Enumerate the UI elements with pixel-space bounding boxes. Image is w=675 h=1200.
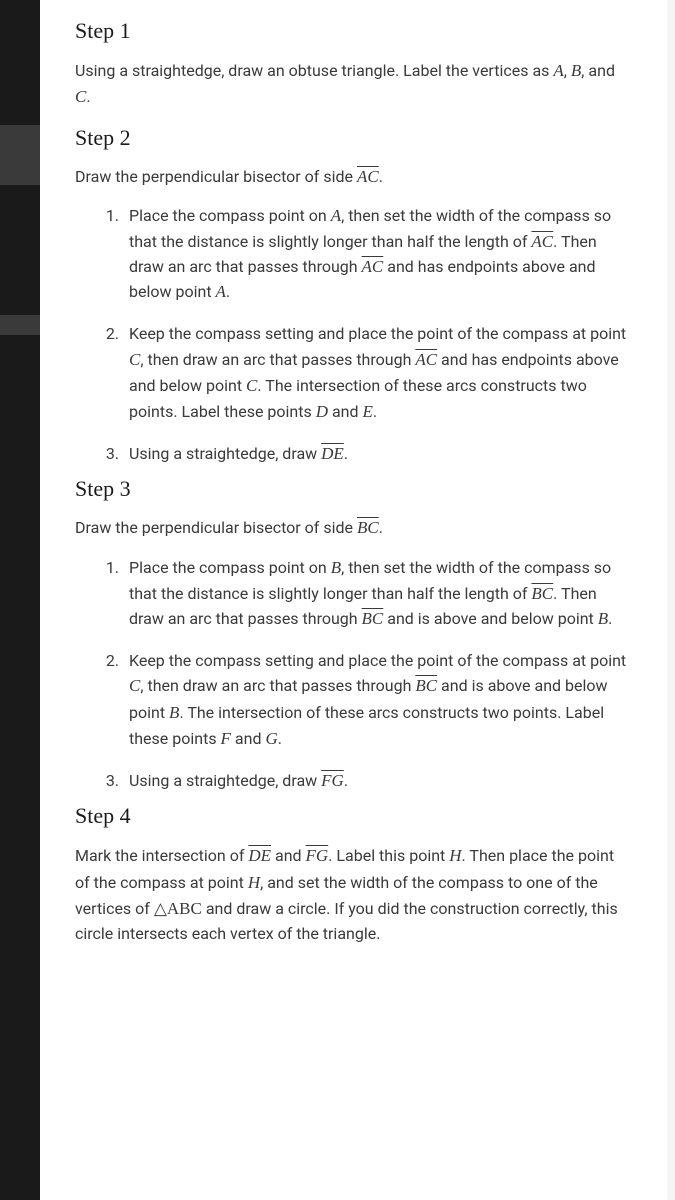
segment-fg: FG <box>306 845 329 864</box>
text: Draw the perpendicular bisector of side <box>75 167 357 186</box>
text: . <box>344 771 348 790</box>
text: . <box>278 729 282 748</box>
text: . <box>379 167 383 186</box>
sidebar <box>0 0 40 1200</box>
step1-body: Using a straightedge, draw an obtuse tri… <box>75 58 632 111</box>
segment-ac: AC <box>531 231 553 250</box>
segment-ac: AC <box>415 349 437 368</box>
var-h: H <box>449 846 461 865</box>
text: Keep the compass setting and place the p… <box>129 651 626 670</box>
text: and is above and below point <box>383 609 597 628</box>
text: , then draw an arc that passes through <box>140 676 415 695</box>
text: Draw the perpendicular bisector of side <box>75 518 357 537</box>
var-g: G <box>265 729 277 748</box>
var-c: C <box>246 376 257 395</box>
step1-heading: Step 1 <box>75 18 632 44</box>
list-item: Keep the compass setting and place the p… <box>123 649 632 753</box>
sidebar-tab-2[interactable] <box>0 315 40 335</box>
var-d: D <box>316 402 328 421</box>
triangle-abc: ABC <box>167 899 202 918</box>
var-b: B <box>598 609 608 628</box>
content-wrapper: Step 1 Using a straightedge, draw an obt… <box>40 0 675 1200</box>
step3-heading: Step 3 <box>75 476 632 502</box>
step3-list: Place the compass point on B, then set t… <box>75 555 632 793</box>
step2-heading: Step 2 <box>75 125 632 151</box>
segment-de: DE <box>321 443 344 462</box>
var-b: B <box>331 558 341 577</box>
text: and <box>328 402 363 421</box>
text: Using a straightedge, draw <box>129 771 321 790</box>
text: . <box>373 402 377 421</box>
text: . The intersection of these arcs constru… <box>129 703 604 748</box>
text: . <box>344 444 348 463</box>
var-h: H <box>248 873 260 892</box>
var-c: C <box>75 87 86 106</box>
text: Using a straightedge, draw an obtuse tri… <box>75 61 553 80</box>
var-b: B <box>169 703 179 722</box>
segment-bc: BC <box>531 583 553 602</box>
step4-body: Mark the intersection of DE and FG. Labe… <box>75 843 632 947</box>
text: . <box>86 87 90 106</box>
text: and <box>271 846 306 865</box>
segment-bc: BC <box>362 608 384 627</box>
text: Place the compass point on <box>129 206 331 225</box>
var-c: C <box>129 676 140 695</box>
var-e: E <box>362 402 372 421</box>
sidebar-tab-1[interactable] <box>0 125 40 185</box>
var-b: B <box>571 61 581 80</box>
text: , then draw an arc that passes through <box>140 350 415 369</box>
text: Mark the intersection of <box>75 846 248 865</box>
segment-bc: BC <box>415 675 437 694</box>
step4-heading: Step 4 <box>75 803 632 829</box>
text: Using a straightedge, draw <box>129 444 321 463</box>
text: . <box>608 609 612 628</box>
var-a: A <box>331 206 341 225</box>
text: and <box>231 729 266 748</box>
triangle-symbol: △ <box>154 899 167 918</box>
var-c: C <box>129 350 140 369</box>
text: , and <box>581 61 615 80</box>
segment-fg: FG <box>321 770 344 789</box>
list-item: Using a straightedge, draw DE. <box>123 442 632 467</box>
text: Place the compass point on <box>129 558 331 577</box>
text: , <box>564 61 571 80</box>
var-a: A <box>553 61 563 80</box>
segment-bc: BC <box>357 517 379 536</box>
list-item: Using a straightedge, draw FG. <box>123 769 632 794</box>
list-item: Place the compass point on A, then set t… <box>123 203 632 305</box>
var-a: A <box>216 282 226 301</box>
segment-de: DE <box>248 845 271 864</box>
step2-intro: Draw the perpendicular bisector of side … <box>75 165 632 190</box>
list-item: Keep the compass setting and place the p… <box>123 322 632 426</box>
text: Keep the compass setting and place the p… <box>129 324 626 343</box>
document-content: Step 1 Using a straightedge, draw an obt… <box>40 0 667 1200</box>
list-item: Place the compass point on B, then set t… <box>123 555 632 632</box>
text: . <box>226 282 230 301</box>
step2-list: Place the compass point on A, then set t… <box>75 203 632 466</box>
segment-ac: AC <box>362 256 384 275</box>
text: . Label this point <box>328 846 449 865</box>
text: . <box>379 518 383 537</box>
step3-intro: Draw the perpendicular bisector of side … <box>75 516 632 541</box>
segment-ac: AC <box>357 166 379 185</box>
var-f: F <box>221 729 231 748</box>
